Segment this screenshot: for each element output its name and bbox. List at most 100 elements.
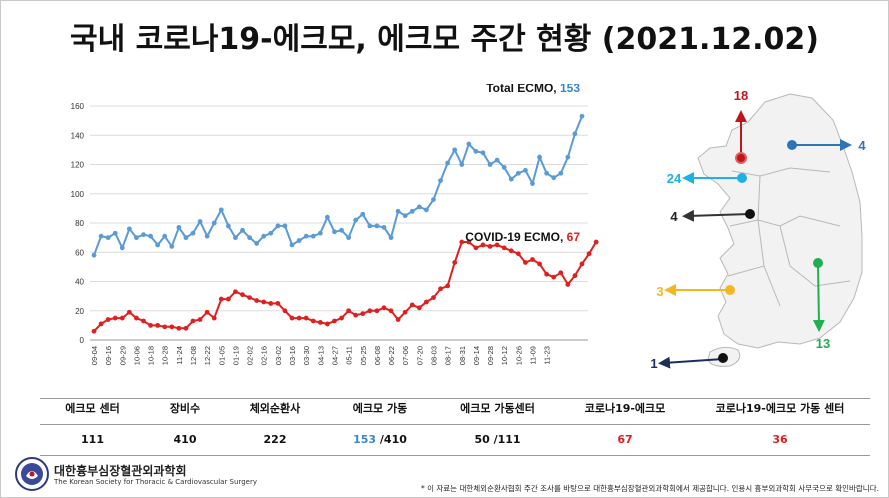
data-point <box>424 207 429 213</box>
data-point <box>247 295 252 300</box>
data-point <box>324 321 330 327</box>
org-name-ko: 대한흉부심장혈관외과학회 <box>54 464 187 478</box>
data-point <box>388 308 394 314</box>
data-point <box>155 242 161 248</box>
x-tick-label: 09-16 <box>104 346 113 365</box>
x-tick-label: 10-18 <box>147 346 156 365</box>
summary-data-row: 111 410 222 153 /410 50 /111 67 36 <box>40 424 870 456</box>
data-point <box>296 315 302 321</box>
x-tick-label: 06-08 <box>373 346 382 365</box>
x-tick-label: 09-04 <box>90 346 99 365</box>
data-point <box>261 299 267 305</box>
data-point <box>339 227 344 233</box>
value-ecmo-running: 153 /410 <box>325 424 435 456</box>
data-point <box>98 321 104 327</box>
data-point <box>218 296 224 302</box>
data-point <box>515 170 521 176</box>
data-point <box>190 318 196 324</box>
region-map: 18 4 24 4 3 13 1 <box>640 76 889 391</box>
header-running-centers: 에크모 가동센터 <box>435 400 560 425</box>
data-point <box>367 223 373 229</box>
data-point <box>112 315 118 321</box>
data-point <box>317 320 323 325</box>
data-point <box>332 229 337 235</box>
data-point <box>254 241 260 246</box>
header-covid-ecmo: 코로나19-에크모 <box>560 400 690 425</box>
y-tick-label: 100 <box>71 190 85 199</box>
data-point <box>501 245 507 251</box>
data-point <box>572 131 578 137</box>
data-point <box>225 223 231 229</box>
x-tick-label: 10-06 <box>132 346 141 365</box>
label-jeju: 1 <box>650 356 657 371</box>
series-name-label: Total ECMO, <box>486 84 560 95</box>
data-point <box>480 150 486 156</box>
dot-chungcheong <box>745 209 755 219</box>
x-tick-label: 06-22 <box>387 346 396 365</box>
data-point <box>296 238 302 243</box>
data-point <box>282 308 288 314</box>
data-point <box>466 239 472 245</box>
data-point <box>268 230 274 236</box>
data-point <box>275 301 281 306</box>
data-point <box>515 251 521 257</box>
data-point <box>141 318 146 324</box>
data-point <box>282 223 288 229</box>
data-point <box>254 298 260 303</box>
data-point <box>367 308 373 314</box>
data-point <box>346 308 352 314</box>
data-point <box>473 148 479 154</box>
ecmo-running-total: /410 <box>376 433 407 446</box>
data-point <box>586 251 592 257</box>
data-point <box>473 245 479 251</box>
data-point <box>508 248 514 254</box>
korea-map-svg: 18 4 24 4 3 13 1 <box>650 88 866 371</box>
data-point <box>551 274 557 280</box>
data-point <box>233 235 238 241</box>
data-point <box>374 308 380 314</box>
x-tick-label: 09-29 <box>118 346 127 365</box>
x-tick-label: 02-16 <box>260 346 269 365</box>
x-tick-label: 11-24 <box>175 346 184 365</box>
data-point <box>530 257 535 262</box>
x-tick-label: 05-25 <box>359 346 368 365</box>
data-point <box>289 242 295 248</box>
data-point <box>424 299 429 305</box>
series-end-label: COVID-19 ECMO, 67 <box>465 230 580 244</box>
data-point <box>275 223 281 229</box>
data-point <box>530 181 535 186</box>
label-gyeongsang: 13 <box>816 336 830 351</box>
data-point <box>431 197 436 202</box>
y-tick-label: 60 <box>75 248 84 257</box>
data-point <box>105 317 111 322</box>
region-border-3 <box>757 175 781 307</box>
summary-top-rule <box>40 398 870 399</box>
org-name-en: The Korean Society for Thoracic & Cardio… <box>54 478 257 486</box>
data-point <box>593 239 599 245</box>
value-covid-ecmo: 67 <box>560 424 690 456</box>
x-tick-label: 01-05 <box>217 346 226 365</box>
data-point <box>310 233 316 239</box>
data-point <box>459 162 465 167</box>
data-point <box>289 315 295 321</box>
series-end-label: Total ECMO, 153 <box>486 84 580 95</box>
summary-header-row: 에크모 센터 장비수 체외순환사 에크모 가동 에크모 가동센터 코로나19-에… <box>40 400 870 425</box>
data-point <box>466 141 472 147</box>
data-point <box>558 170 564 176</box>
data-point <box>204 309 210 315</box>
data-point <box>395 317 401 322</box>
data-point <box>360 211 366 217</box>
series-value-label: 153 <box>560 84 580 95</box>
data-point <box>176 224 182 230</box>
data-point <box>225 296 231 302</box>
data-point <box>148 233 153 239</box>
chart-svg: 0 20 40 60 80 100 120 140 160 09-04 09-16 09-29 10-0… <box>71 84 599 365</box>
x-tick-label: 11-23 <box>543 346 552 365</box>
arrow-gyeongsang <box>812 262 825 332</box>
data-point <box>134 315 139 321</box>
data-point <box>247 235 252 241</box>
x-tick-label: 09-14 <box>472 346 481 365</box>
data-point <box>494 242 500 248</box>
data-point <box>233 289 238 295</box>
summary-table: 에크모 센터 장비수 체외순환사 에크모 가동 에크모 가동센터 코로나19-에… <box>40 400 870 456</box>
